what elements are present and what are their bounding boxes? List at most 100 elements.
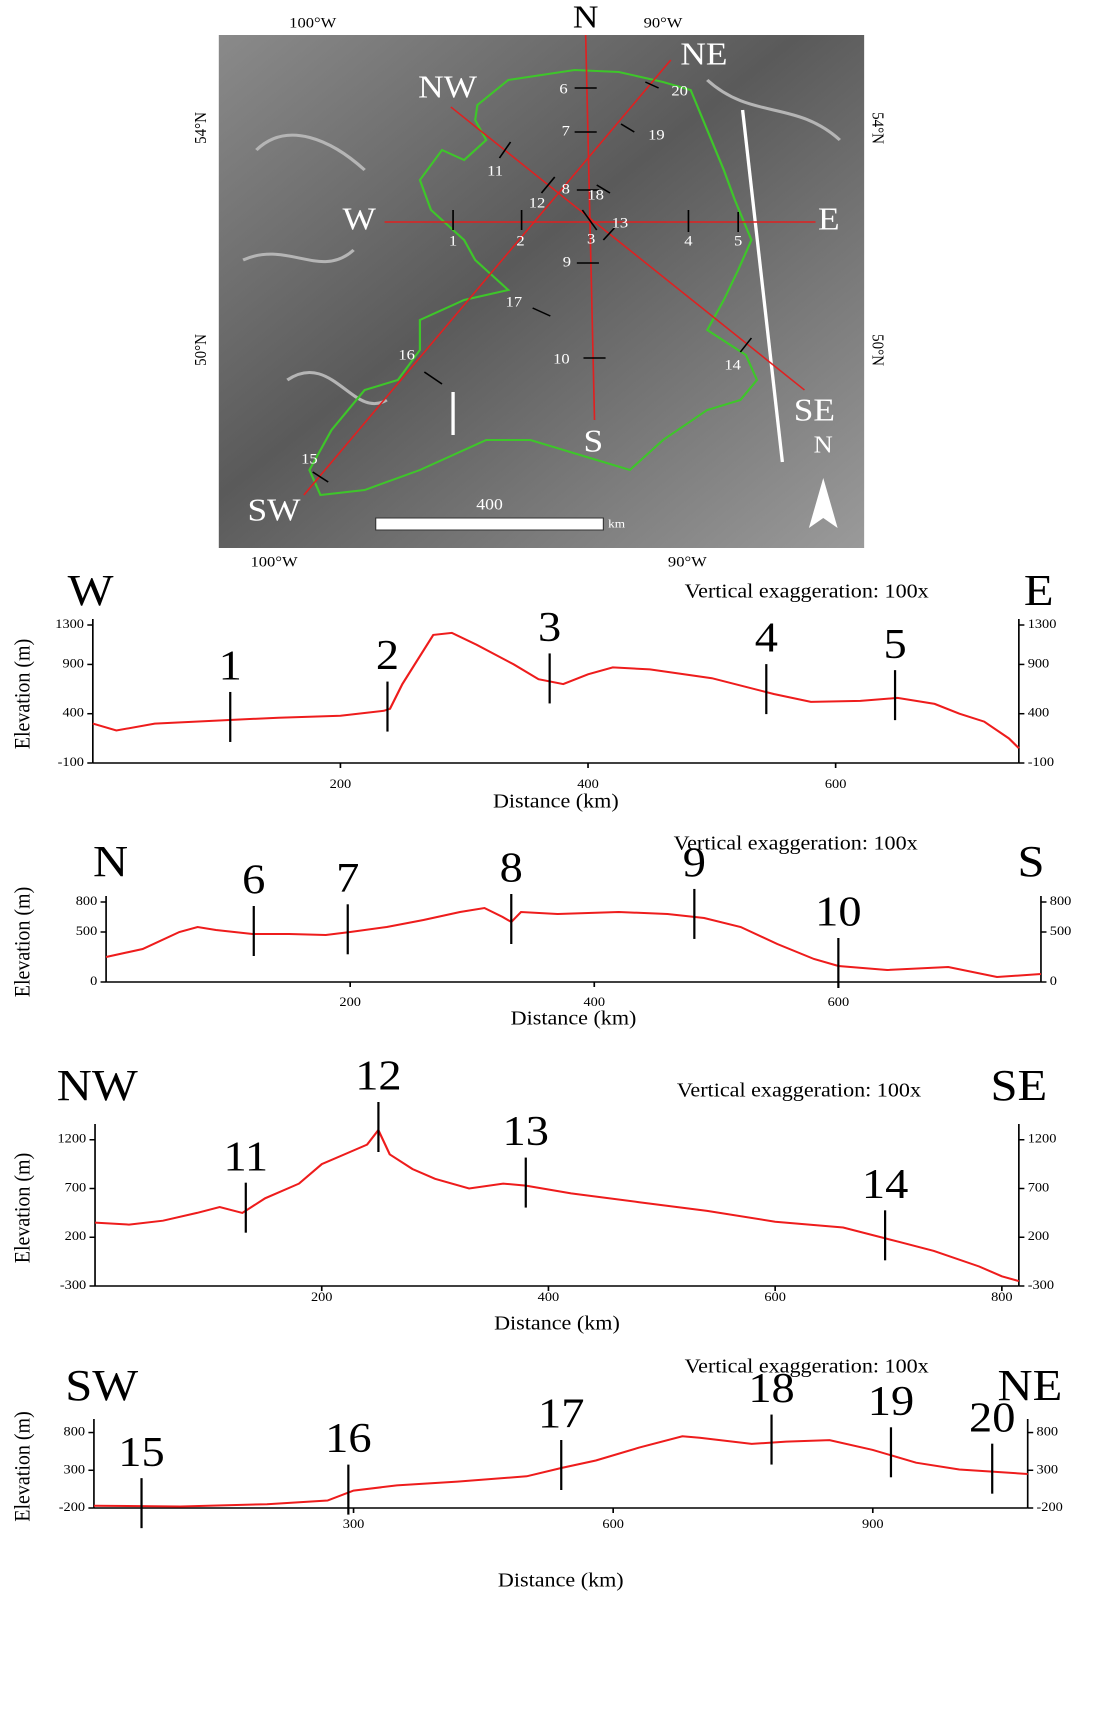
profile-chart: -100 -100 400 400 900 900 1300 1300 200 400 600 Ele… bbox=[9, 567, 1056, 812]
point-tick bbox=[596, 184, 611, 194]
point-tick bbox=[739, 337, 753, 353]
point-tick bbox=[532, 307, 551, 317]
marker-label: 6 bbox=[242, 857, 265, 903]
y-tick-label: 800 bbox=[1050, 894, 1072, 908]
marker-label: 12 bbox=[355, 1053, 401, 1099]
x-tick-label: 600 bbox=[828, 995, 850, 1009]
y-tick-label: 0 bbox=[90, 974, 97, 988]
marker-label: 15 bbox=[118, 1429, 164, 1475]
transect bbox=[303, 59, 672, 496]
map-label: 15 bbox=[301, 451, 318, 467]
y-tick-label: 1200 bbox=[1028, 1131, 1057, 1145]
map-label: NE bbox=[680, 37, 727, 72]
point-tick bbox=[312, 471, 329, 483]
y-tick-label: 300 bbox=[64, 1462, 86, 1476]
map-label: W bbox=[342, 202, 376, 237]
marker-label: 14 bbox=[862, 1161, 908, 1207]
map-label: N bbox=[814, 432, 833, 459]
profile-chart: -300 -300 200 200 700 700 1200 1200 200 400 600 800… bbox=[9, 1053, 1056, 1335]
point-tick bbox=[498, 141, 512, 159]
map-label: 12 bbox=[529, 195, 546, 211]
marker-label: 18 bbox=[748, 1365, 794, 1411]
map-label: 11 bbox=[487, 163, 503, 179]
y-tick-label: 900 bbox=[62, 656, 84, 670]
y-tick-label: 200 bbox=[65, 1229, 87, 1243]
x-tick-label: 400 bbox=[577, 777, 599, 791]
y-tick-label: -200 bbox=[1037, 1500, 1063, 1514]
y-tick-label: 500 bbox=[1050, 924, 1072, 938]
profile-chart: 0 0 500 500 800 800 200 400 600 Elevation (m) Dist… bbox=[9, 832, 1071, 1030]
point-tick bbox=[620, 123, 635, 133]
map-label: 100°W bbox=[289, 15, 336, 31]
y-tick-label: -100 bbox=[1028, 755, 1054, 769]
x-axis-label: Distance (km) bbox=[498, 1569, 624, 1592]
x-tick-label: 200 bbox=[330, 777, 352, 791]
map-label: 90°W bbox=[668, 554, 707, 570]
x-tick-label: 400 bbox=[538, 1290, 560, 1304]
map-label: km bbox=[608, 517, 625, 530]
x-tick-label: 900 bbox=[862, 1517, 884, 1531]
x-tick-label: 600 bbox=[764, 1290, 786, 1304]
map-label: 3 bbox=[587, 231, 595, 247]
x-tick-label: 200 bbox=[339, 995, 361, 1009]
map-label: N bbox=[573, 0, 599, 35]
y-tick-label: 400 bbox=[1028, 705, 1050, 719]
annotation: Vertical exaggeration: 100x bbox=[685, 1355, 930, 1378]
transects bbox=[303, 34, 816, 496]
point-tick bbox=[581, 209, 598, 231]
y-tick-label: 300 bbox=[1037, 1462, 1059, 1476]
start-label: NW bbox=[57, 1062, 138, 1110]
x-tick-label: 400 bbox=[584, 995, 606, 1009]
point-tick bbox=[644, 81, 659, 89]
y-tick-label: 900 bbox=[1028, 656, 1050, 670]
marker-label: 8 bbox=[500, 845, 523, 891]
marker-label: 10 bbox=[815, 889, 861, 935]
y-tick-label: 800 bbox=[76, 894, 98, 908]
x-tick-label: 200 bbox=[311, 1290, 333, 1304]
x-tick-label: 600 bbox=[825, 777, 847, 791]
track-line bbox=[740, 109, 785, 463]
profile-line bbox=[92, 631, 1020, 749]
end-label: NE bbox=[997, 1362, 1062, 1410]
marker-label: 17 bbox=[538, 1391, 584, 1437]
x-tick-label: 300 bbox=[343, 1517, 365, 1531]
map-label: 90°W bbox=[644, 15, 683, 31]
annotation: Vertical exaggeration: 100x bbox=[674, 832, 919, 855]
y-tick-label: 800 bbox=[64, 1424, 86, 1438]
map-label: 7 bbox=[562, 123, 570, 139]
x-tick-label: 600 bbox=[602, 1517, 624, 1531]
marker-label: 3 bbox=[538, 604, 561, 650]
map-label: 8 bbox=[562, 181, 570, 197]
marker-label: 16 bbox=[325, 1415, 371, 1461]
y-tick-label: 200 bbox=[1028, 1229, 1050, 1243]
map-label: NW bbox=[418, 70, 477, 105]
point-tick bbox=[423, 371, 443, 385]
map-label: 19 bbox=[648, 127, 665, 143]
map-label: 16 bbox=[398, 347, 415, 363]
map-label: E bbox=[818, 202, 840, 237]
y-tick-label: 500 bbox=[76, 924, 98, 938]
end-label: S bbox=[1017, 838, 1044, 886]
map-label: 10 bbox=[553, 351, 570, 367]
map-texture bbox=[242, 78, 842, 406]
map-label: SE bbox=[794, 393, 835, 428]
y-tick-label: 1200 bbox=[57, 1131, 86, 1145]
point-tick bbox=[602, 227, 616, 241]
marker-label: 1 bbox=[219, 643, 242, 689]
y-tick-label: -100 bbox=[58, 755, 84, 769]
marker-label: 9 bbox=[683, 840, 706, 886]
map-image bbox=[218, 35, 865, 548]
map-label: 6 bbox=[559, 81, 567, 97]
annotation: Vertical exaggeration: 100x bbox=[685, 580, 930, 603]
map-label: 5 bbox=[734, 233, 742, 249]
point-tick bbox=[540, 176, 556, 194]
y-tick-label: 700 bbox=[65, 1180, 87, 1194]
start-label: W bbox=[68, 567, 114, 615]
map-label: 4 bbox=[684, 233, 692, 249]
y-tick-label: 700 bbox=[1028, 1180, 1050, 1194]
y-axis-label: Elevation (m) bbox=[9, 1411, 34, 1521]
north-arrow bbox=[808, 478, 838, 528]
y-tick-label: 0 bbox=[1050, 974, 1057, 988]
map-label: 400 bbox=[476, 495, 503, 513]
marker-label: 7 bbox=[336, 855, 359, 901]
